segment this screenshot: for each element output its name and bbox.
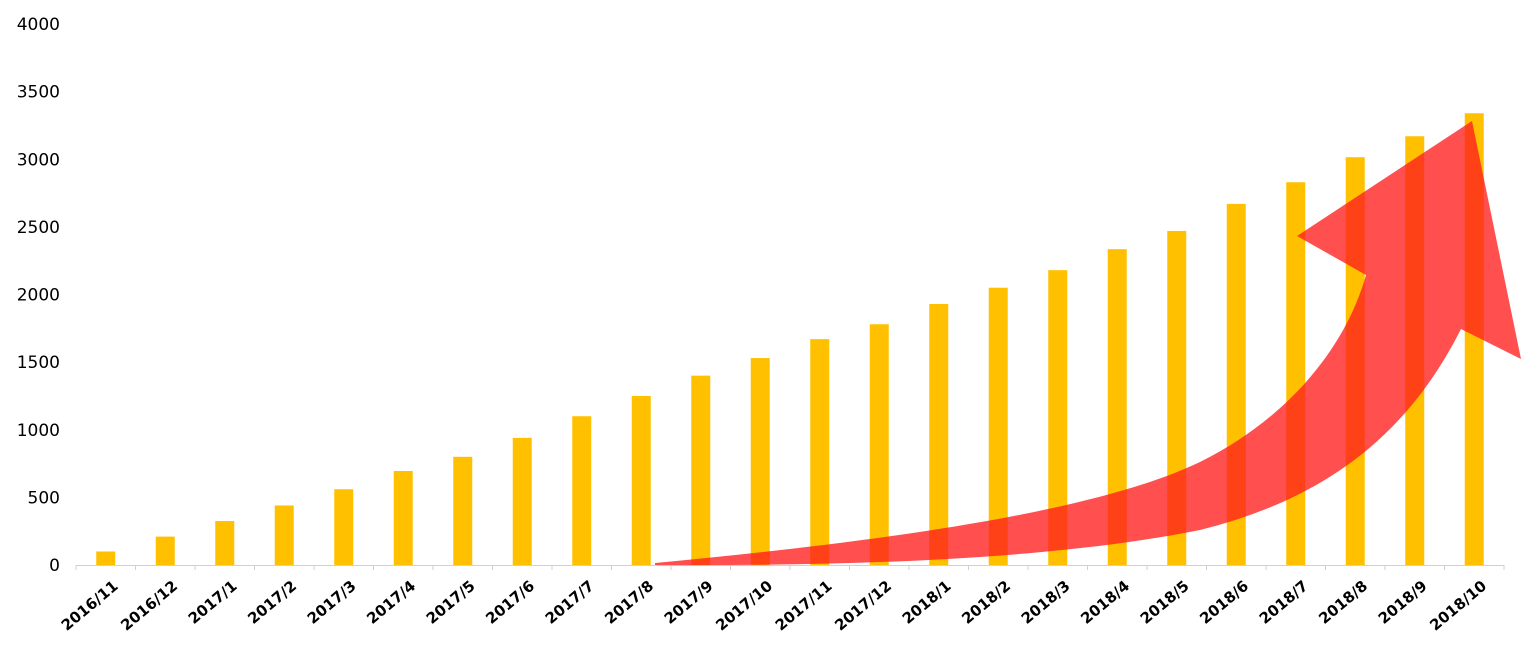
- x-tick-label: 2018/2: [958, 577, 1014, 628]
- bar-2017-8: [631, 395, 651, 565]
- bar-2017-1: [215, 521, 235, 565]
- bar-2017-5: [453, 456, 473, 565]
- x-tick-label: 2018/5: [1137, 577, 1193, 628]
- bar-2018-7: [1286, 182, 1306, 565]
- y-tick-label: 4000: [17, 15, 60, 35]
- bar-2017-6: [512, 437, 532, 565]
- x-tick-label: 2017/9: [661, 577, 717, 628]
- x-tick-label: 2017/5: [423, 577, 479, 628]
- x-tick-label: 2018/8: [1315, 577, 1371, 628]
- x-tick-label: 2017/6: [482, 577, 538, 628]
- x-tick-label: 2017/8: [601, 577, 657, 628]
- y-axis: 0 500 1000 1500 2000 2500 3000 3500 4000: [17, 15, 60, 576]
- x-tick-label: 2018/1: [899, 577, 955, 628]
- bar-2017-11: [810, 339, 830, 565]
- bar-2016-12: [155, 536, 175, 565]
- bar-2017-10: [750, 358, 770, 565]
- bar-2017-3: [334, 489, 354, 565]
- y-tick-label: 2500: [17, 218, 60, 238]
- x-tick-label: 2017/11: [772, 577, 836, 635]
- bar-2017-9: [691, 375, 711, 565]
- bar-2017-12: [869, 324, 889, 565]
- y-tick-label: 3500: [17, 83, 60, 103]
- x-tick-label: 2017/4: [363, 577, 419, 628]
- bar-2017-7: [572, 416, 592, 565]
- bar-2018-4: [1107, 249, 1127, 565]
- trend-arrow: [655, 121, 1521, 566]
- y-tick-label: 2000: [17, 286, 60, 306]
- x-tick-label: 2018/7: [1256, 577, 1312, 628]
- x-tick-label: 2017/12: [831, 577, 895, 635]
- bar-2017-4: [393, 471, 413, 565]
- y-tick-label: 3000: [17, 150, 60, 170]
- bar-2018-1: [929, 303, 949, 565]
- x-tick-label: 2018/3: [1018, 577, 1074, 628]
- x-tick-label: 2018/4: [1077, 577, 1133, 628]
- bar-2016-11: [96, 551, 116, 565]
- bar-2017-2: [274, 505, 294, 565]
- y-tick-label: 1500: [17, 353, 60, 373]
- x-tick-label: 2018/9: [1375, 577, 1431, 628]
- x-tick-label: 2017/3: [304, 577, 360, 628]
- x-tick-label: 2017/2: [244, 577, 300, 628]
- bar-2018-3: [1048, 270, 1068, 565]
- x-tick-label: 2017/7: [542, 577, 598, 628]
- x-tick-label: 2018/6: [1196, 577, 1252, 628]
- x-tick-label: 2018/10: [1426, 577, 1490, 635]
- y-tick-label: 500: [28, 488, 60, 508]
- bar-2018-2: [988, 287, 1008, 565]
- x-tick-label: 2017/10: [712, 577, 776, 635]
- y-tick-label: 0: [49, 556, 60, 576]
- y-tick-label: 1000: [17, 421, 60, 441]
- x-tick-label: 2016/12: [117, 577, 181, 635]
- x-tick-label: 2016/11: [58, 577, 122, 635]
- x-tick-label: 2017/1: [185, 577, 241, 628]
